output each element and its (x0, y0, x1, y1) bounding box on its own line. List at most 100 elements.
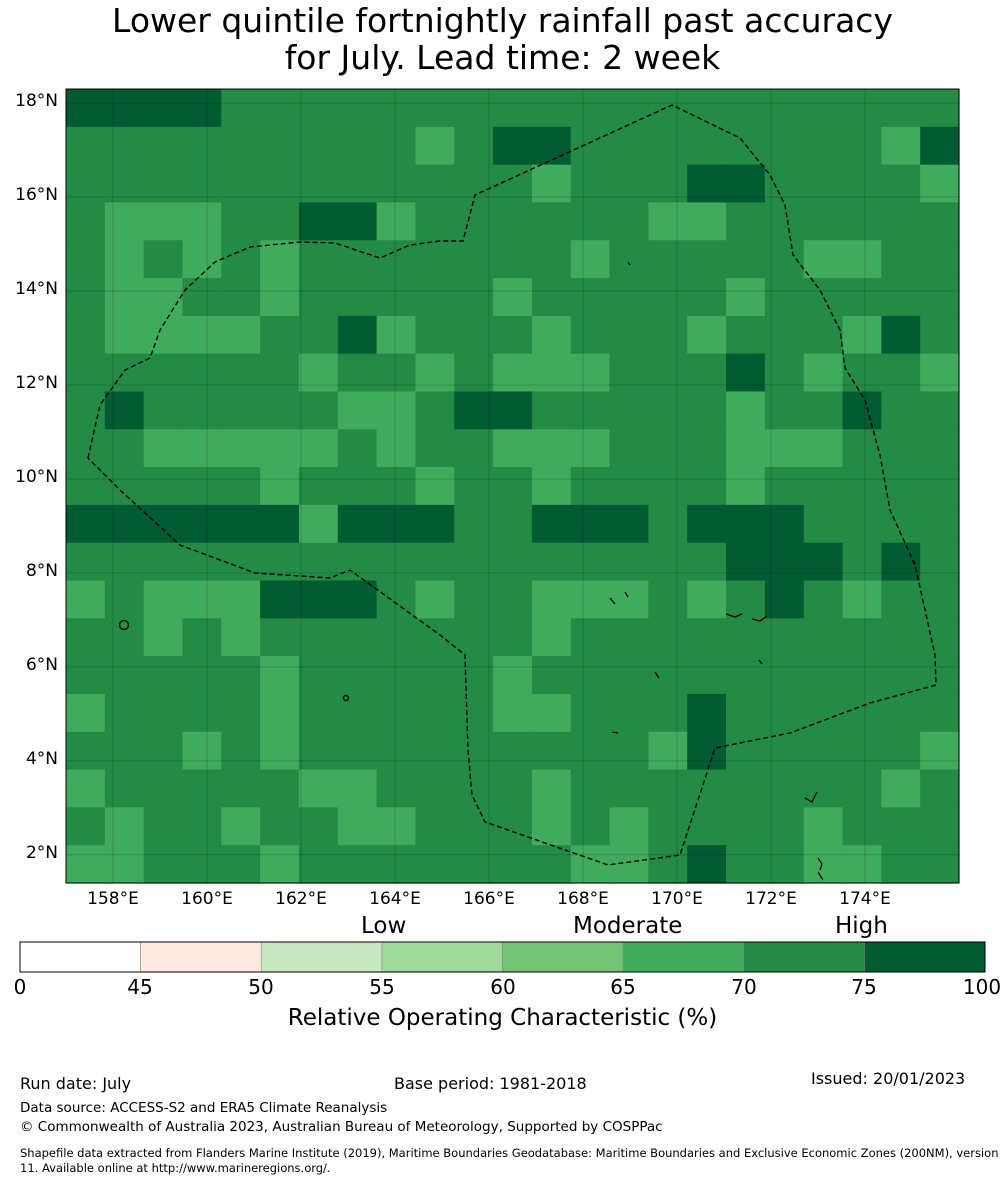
grid-cell (221, 618, 261, 657)
grid-cell (143, 164, 184, 204)
colorbar-swatch (140, 941, 262, 973)
grid-cell (493, 656, 533, 695)
grid-cell (803, 353, 844, 393)
grid-cell (376, 542, 417, 582)
lat-tick-label: 12°N (15, 373, 58, 393)
grid-cell (104, 731, 145, 771)
grid-cell (881, 353, 921, 393)
grid-cell (260, 618, 300, 657)
grid-cell (143, 202, 184, 241)
grid-cell (182, 164, 222, 204)
grid-cell (531, 542, 572, 582)
rainfall-accuracy-grid (66, 89, 960, 884)
grid-cell (764, 845, 805, 884)
grid-cell (726, 467, 766, 506)
grid-cell (260, 693, 300, 733)
grid-cell (531, 656, 572, 695)
grid-cell (803, 807, 844, 846)
grid-cell (104, 315, 145, 355)
grid-cell (493, 769, 533, 808)
grid-cell (104, 89, 145, 128)
grid-cell (337, 618, 378, 657)
grid-cell (842, 769, 882, 808)
grid-cell (376, 504, 417, 544)
colorbar-tick-label: 75 (851, 975, 877, 999)
grid-cell (570, 542, 611, 582)
grid-cell (609, 315, 649, 355)
grid-cell (376, 845, 417, 884)
grid-cell (570, 656, 611, 695)
grid-cell (376, 807, 417, 846)
grid-cell (648, 542, 688, 582)
grid-cell (881, 391, 921, 430)
grid-cell (182, 693, 222, 733)
grid-cell (337, 202, 378, 241)
grid-cell (881, 504, 921, 544)
grid-cell (842, 845, 882, 884)
grid-cell (881, 542, 921, 582)
grid-cell (260, 240, 300, 279)
grid-cell (143, 731, 184, 771)
grid-cell (648, 202, 688, 241)
grid-cell (66, 769, 106, 808)
grid-cell (298, 126, 339, 166)
grid-cell (687, 580, 727, 619)
grid-cell (415, 542, 455, 582)
grid-cell (493, 429, 533, 468)
grid-cell (531, 580, 572, 619)
eez-boundary-line (87, 104, 937, 866)
colorbar-tick-label: 65 (610, 975, 636, 999)
grid-cell (104, 429, 145, 468)
grid-cell (221, 391, 261, 430)
grid-cell (803, 542, 844, 582)
grid-cell (881, 202, 921, 241)
grid-cell (298, 845, 339, 884)
lon-tick-label: 168°E (557, 889, 609, 909)
grid-cell (493, 315, 533, 355)
grid-cell (182, 580, 222, 619)
lon-tick-label: 170°E (651, 889, 703, 909)
grid-cell (415, 618, 455, 657)
grid-cell (570, 429, 611, 468)
grid-cell (260, 429, 300, 468)
grid-cell (260, 315, 300, 355)
grid-cell (920, 240, 960, 279)
grid-cell (531, 618, 572, 657)
grid-cell (143, 845, 184, 884)
grid-cell (570, 731, 611, 771)
grid-cell (531, 429, 572, 468)
category-high-label: High (835, 913, 888, 939)
grid-cell (881, 693, 921, 733)
grid-cell (726, 693, 766, 733)
grid-cell (454, 467, 494, 506)
grid-cell (842, 240, 882, 279)
grid-cell (648, 580, 688, 619)
grid-cell (493, 240, 533, 279)
lon-tick-label: 172°E (745, 889, 797, 909)
grid-cell (66, 845, 106, 884)
grid-cell (687, 656, 727, 695)
grid-cell (260, 467, 300, 506)
grid-cell (454, 693, 494, 733)
grid-cell (920, 126, 960, 166)
grid-cell (842, 89, 882, 128)
grid-cell (454, 542, 494, 582)
grid-cell (221, 731, 261, 771)
grid-cell (376, 693, 417, 733)
grid-cell (609, 126, 649, 166)
grid-cell (182, 391, 222, 430)
grid-cell (764, 240, 805, 279)
grid-cell (842, 807, 882, 846)
grid-cell (104, 202, 145, 241)
grid-cell (221, 315, 261, 355)
grid-cell (454, 391, 494, 430)
grid-cell (104, 164, 145, 204)
grid-cell (648, 126, 688, 166)
grid-cell (920, 315, 960, 355)
colorbar-tick-label: 55 (369, 975, 395, 999)
grid-cell (66, 542, 106, 582)
grid-cell (143, 89, 184, 128)
colorbar-swatch (19, 941, 141, 973)
grid-cell (182, 845, 222, 884)
grid-cell (687, 618, 727, 657)
